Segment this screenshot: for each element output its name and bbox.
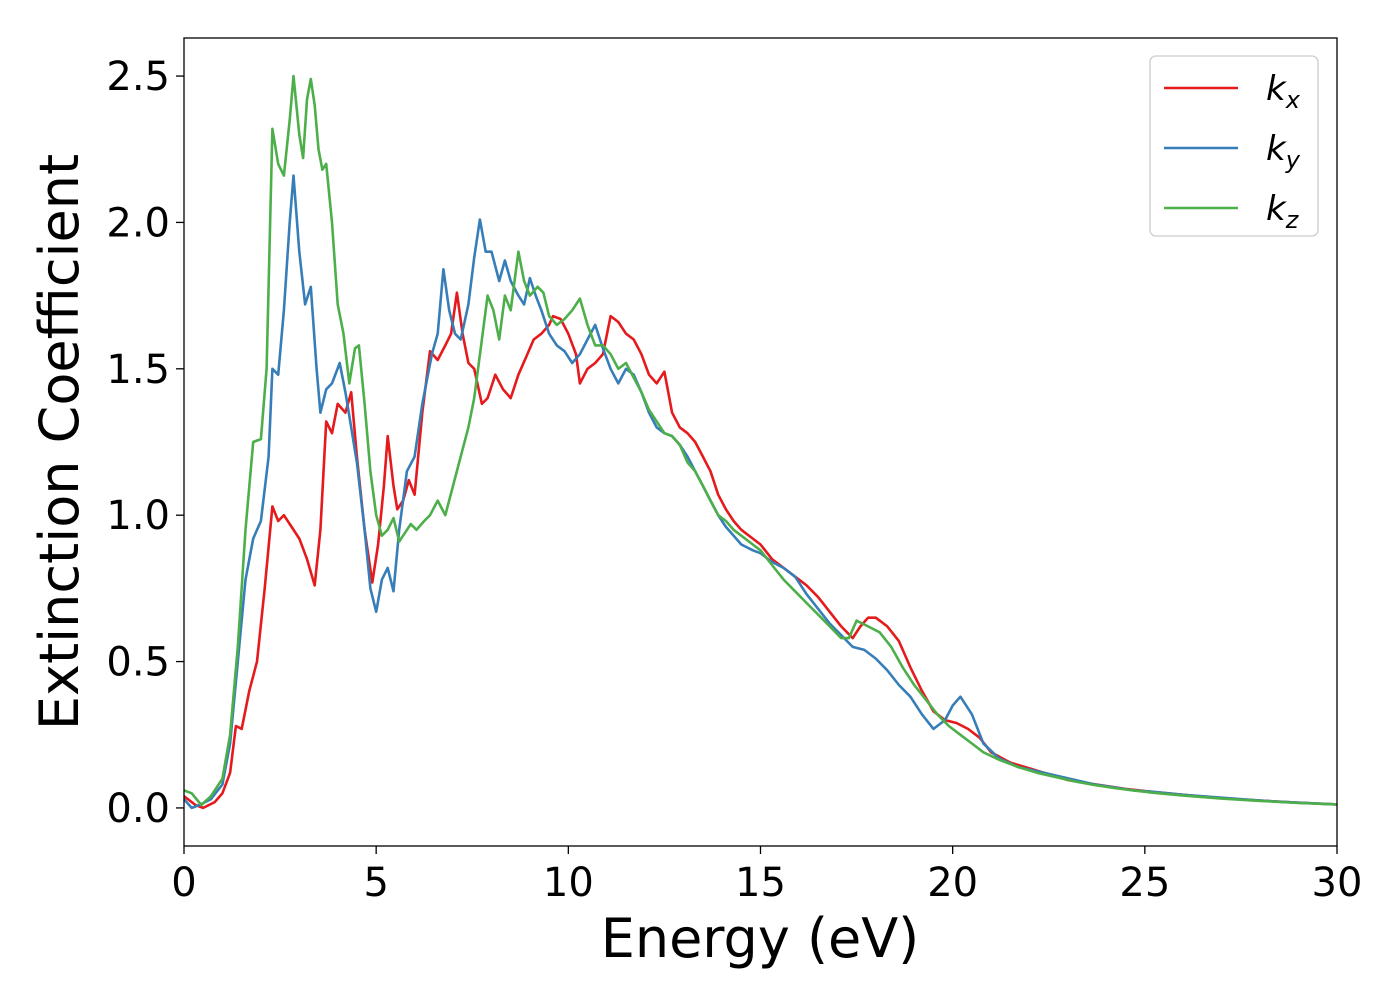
y-tick-label: 2.5 <box>106 54 170 100</box>
x-axis-ticks: 0 5 10 15 20 25 30 <box>171 846 1362 906</box>
y-tick-label: 0.5 <box>106 640 170 686</box>
series-line-kx <box>183 291 1338 810</box>
series-line-kz <box>183 74 1338 807</box>
x-tick-label: 30 <box>1312 860 1363 906</box>
y-tick-label: 1.5 <box>106 347 170 393</box>
series-lines <box>183 74 1338 810</box>
x-tick-label: 0 <box>171 860 196 906</box>
x-tick-label: 5 <box>363 860 388 906</box>
x-tick-label: 10 <box>543 860 594 906</box>
y-axis-label: Extinction Coefficient <box>28 154 91 730</box>
y-tick-label: 0.0 <box>106 786 170 832</box>
x-tick-label: 20 <box>927 860 978 906</box>
legend-box <box>1149 55 1319 237</box>
x-axis-label: Energy (eV) <box>601 907 920 970</box>
x-tick-label: 15 <box>735 860 786 906</box>
y-tick-label: 2.0 <box>106 200 170 246</box>
y-axis-ticks: 0.0 0.5 1.0 1.5 2.0 2.5 <box>106 54 184 832</box>
series-line-ky <box>183 174 1338 810</box>
y-tick-label: 1.0 <box>106 493 170 539</box>
x-tick-label: 25 <box>1119 860 1170 906</box>
